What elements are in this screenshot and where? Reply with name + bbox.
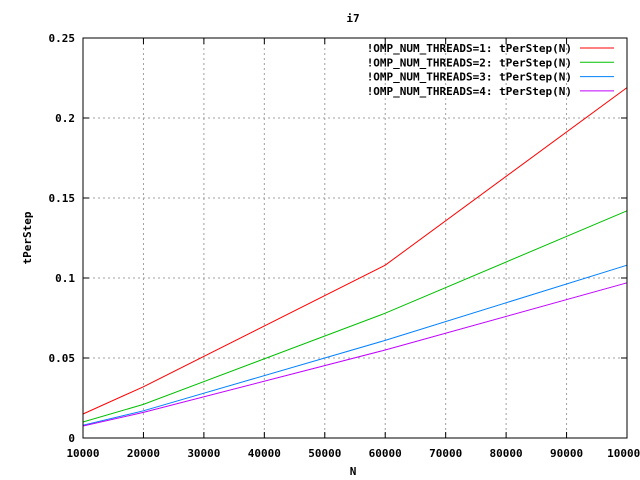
x-axis-label: N: [350, 465, 357, 478]
x-tick-label: 40000: [248, 447, 281, 460]
legend: !OMP_NUM_THREADS=1: tPerStep(N)!OMP_NUM_…: [367, 42, 614, 98]
series-layer: [82, 87, 628, 427]
x-tick-label: 70000: [429, 447, 462, 460]
y-tick-label: 0.25: [49, 32, 76, 45]
x-tick-label: 50000: [308, 447, 341, 460]
series-line-2: [82, 210, 628, 423]
legend-label: !OMP_NUM_THREADS=3: tPerStep(N): [367, 71, 572, 84]
legend-label: !OMP_NUM_THREADS=4: tPerStep(N): [367, 85, 572, 98]
plot-frame: [82, 37, 628, 439]
x-tick-label: 10000: [66, 447, 99, 460]
series-line-4: [82, 282, 628, 427]
x-tick-label: 80000: [490, 447, 523, 460]
chart-title: i7: [346, 12, 359, 25]
y-tick-label: 0: [68, 432, 75, 445]
y-axis-label: tPerStep: [21, 211, 34, 264]
series-line-3: [82, 264, 628, 426]
series-line-1: [82, 87, 628, 415]
grid-layer: [83, 38, 627, 438]
y-tick-label: 0.1: [55, 272, 75, 285]
x-tick-label: 90000: [550, 447, 583, 460]
y-tick-label: 0.15: [49, 192, 76, 205]
y-tick-label: 0.05: [49, 352, 76, 365]
x-tick-label: 60000: [369, 447, 402, 460]
y-tick-label: 0.2: [55, 112, 75, 125]
x-tick-label: 30000: [187, 447, 220, 460]
axis-layer: 10000 20000 30000 40000 50000 60000 70000 80000…: [49, 32, 640, 460]
legend-label: !OMP_NUM_THREADS=2: tPerStep(N): [367, 56, 572, 69]
x-tick-label: 20000: [127, 447, 160, 460]
legend-label: !OMP_NUM_THREADS=1: tPerStep(N): [367, 42, 572, 55]
